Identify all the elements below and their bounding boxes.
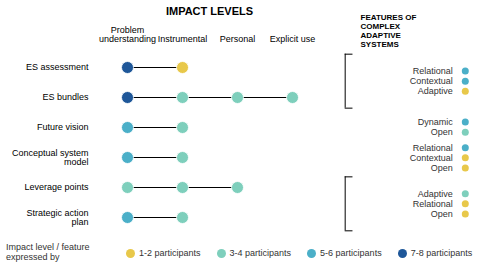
svg-text:Contextual: Contextual [410, 76, 453, 86]
svg-text:ES assessment: ES assessment [26, 62, 89, 72]
svg-text:Dynamic: Dynamic [418, 117, 454, 127]
html-text:3-4 participants: 3-4 participants [229, 248, 292, 258]
html-text:7-8 participants: 7-8 participants [410, 248, 473, 258]
svg-text:Future vision: Future vision [37, 122, 89, 132]
svg-text:Relational: Relational [413, 66, 453, 76]
svg-text:Open: Open [431, 163, 453, 173]
html-text:Impact level / feature express: Impact level / feature expressed by [6, 242, 90, 262]
svg-text:Instrumental: Instrumental [158, 34, 208, 44]
svg-text:Contextual: Contextual [410, 153, 453, 163]
svg-text:Adaptive: Adaptive [418, 189, 453, 199]
svg-text:Leverage points: Leverage points [24, 182, 89, 192]
svg-text:ES bundles: ES bundles [42, 92, 89, 102]
svg-text:IMPACT LEVELS: IMPACT LEVELS [166, 5, 253, 17]
svg-text:FEATURES OFCOMPLEXADAPTIVESYST: FEATURES OFCOMPLEXADAPTIVESYSTEMS [361, 13, 417, 48]
html-text:1-2 participants: 1-2 participants [139, 248, 201, 258]
svg-text:Open: Open [431, 209, 453, 219]
html-text:5-6 participants: 5-6 participants [320, 248, 382, 258]
svg-text:Relational: Relational [413, 199, 453, 209]
svg-text:Explicit use: Explicit use [270, 34, 316, 44]
svg-text:Conceptual systemmodel: Conceptual systemmodel [12, 148, 89, 167]
svg-text:Personal: Personal [220, 34, 256, 44]
svg-text:Relational: Relational [413, 143, 453, 153]
svg-text:Strategic actionplan: Strategic actionplan [26, 208, 88, 227]
svg-text:Adaptive: Adaptive [418, 86, 453, 96]
svg-text:Problemunderstanding: Problemunderstanding [99, 25, 156, 44]
svg-text:Open: Open [431, 127, 453, 137]
